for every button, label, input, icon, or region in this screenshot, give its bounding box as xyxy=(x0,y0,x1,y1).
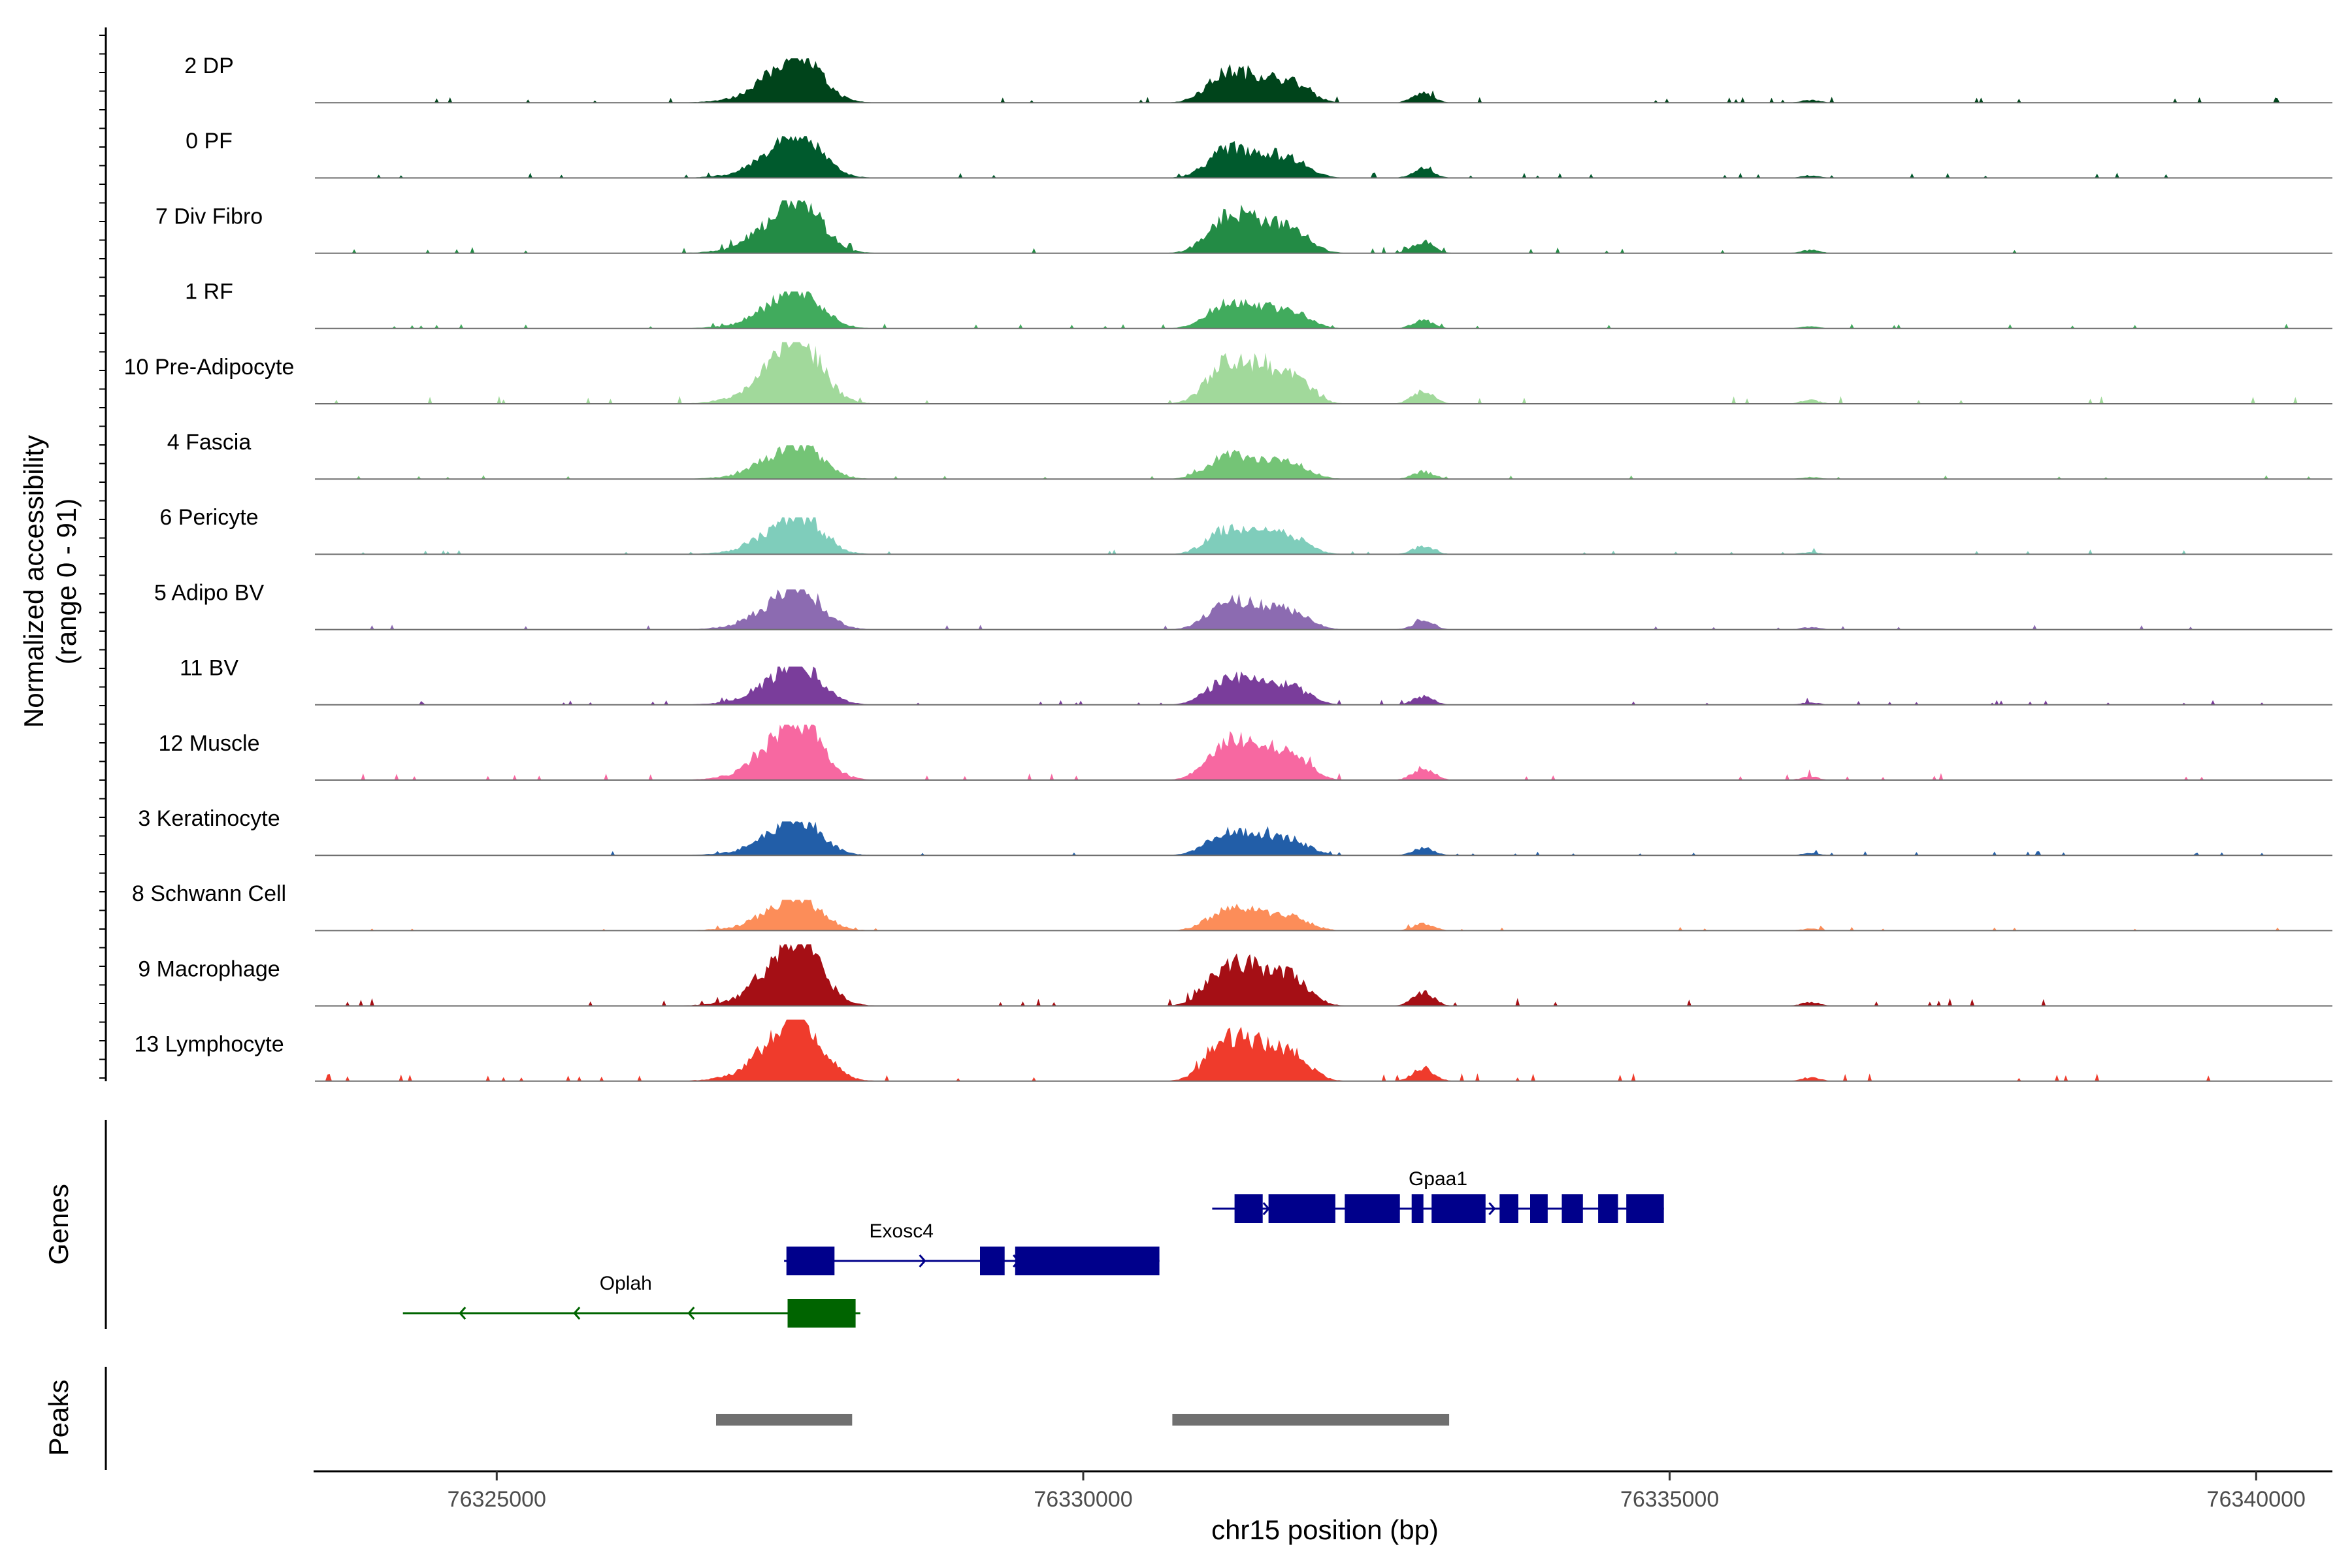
gene-label: Exosc4 xyxy=(870,1220,934,1242)
strand-arrow-icon xyxy=(919,1254,926,1267)
y-axis-title-line2: (range 0 - 91) xyxy=(51,498,82,664)
coverage-area xyxy=(321,725,2327,780)
track-13: 9 Macrophage xyxy=(138,944,2332,1007)
track-label: 1 RF xyxy=(185,280,233,304)
coverage-area xyxy=(321,200,2327,253)
gene-exon xyxy=(1345,1194,1400,1223)
track-label: 12 Muscle xyxy=(159,731,260,756)
strand-arrow-icon xyxy=(687,1307,695,1320)
track-4: 1 RF xyxy=(185,280,2332,329)
gene-exon xyxy=(1598,1194,1618,1223)
coverage-area xyxy=(321,342,2327,404)
gene-exosc4: Exosc4 xyxy=(784,1220,1160,1275)
y-axis-title-line1: Normalized accessibility xyxy=(18,435,49,728)
strand-arrow-icon xyxy=(573,1307,581,1320)
track-label: 3 Keratinocyte xyxy=(138,806,280,831)
gene-exon xyxy=(1431,1194,1486,1223)
track-2: 0 PF xyxy=(186,129,2332,179)
coverage-area xyxy=(321,445,2327,480)
coverage-area xyxy=(321,900,2327,931)
peak-regions xyxy=(716,1414,1450,1426)
track-label: 13 Lymphocyte xyxy=(134,1032,284,1057)
track-label: 9 Macrophage xyxy=(138,956,280,981)
track-14: 13 Lymphocyte xyxy=(134,1019,2332,1082)
track-label: 8 Schwann Cell xyxy=(132,881,286,906)
track-10: 12 Muscle xyxy=(159,725,2332,781)
gene-exon xyxy=(1561,1194,1583,1223)
track-9: 11 BV xyxy=(180,656,2332,706)
strand-arrow-icon xyxy=(1488,1202,1496,1215)
strand-arrow-icon xyxy=(459,1307,466,1320)
coverage-area xyxy=(321,1019,2327,1081)
gene-exon xyxy=(786,1247,835,1275)
x-axis-title: chr15 position (bp) xyxy=(1211,1514,1439,1545)
x-tick-label: 76335000 xyxy=(1620,1487,1719,1512)
genes-panel-label: Genes xyxy=(43,1184,74,1265)
gene-label: Oplah xyxy=(600,1273,652,1294)
coverage-area xyxy=(321,136,2327,178)
coverage-area xyxy=(321,944,2327,1006)
gene-exon xyxy=(1626,1194,1664,1223)
x-tick-label: 76340000 xyxy=(2207,1487,2306,1512)
track-6: 4 Fascia xyxy=(167,430,2332,480)
track-12: 8 Schwann Cell xyxy=(132,881,2332,932)
track-7: 6 Pericyte xyxy=(159,505,2332,555)
gene-exon xyxy=(1268,1194,1335,1223)
gene-gpaa1: Gpaa1 xyxy=(1212,1168,1664,1223)
peak-bar xyxy=(716,1414,853,1426)
track-label: 2 DP xyxy=(184,54,234,78)
track-8: 5 Adipo BV xyxy=(154,580,2332,630)
coverage-area xyxy=(321,666,2327,705)
track-11: 3 Keratinocyte xyxy=(138,806,2332,857)
x-tick-label: 76325000 xyxy=(448,1487,546,1512)
position-x-axis: 76325000 76330000 76335000 76340000 xyxy=(448,1471,2306,1512)
x-tick-label: 76330000 xyxy=(1034,1487,1132,1512)
gene-exon xyxy=(1530,1194,1548,1223)
gene-exon xyxy=(1411,1194,1424,1223)
gene-annotations: Oplah Exosc4 Gpaa1 xyxy=(402,1168,1664,1328)
track-label: 11 BV xyxy=(180,656,238,681)
gene-label: Gpaa1 xyxy=(1409,1168,1467,1190)
gene-oplah: Oplah xyxy=(402,1273,860,1328)
peak-bar xyxy=(1172,1414,1450,1426)
track-label: 0 PF xyxy=(186,129,233,154)
coverage-area xyxy=(321,589,2327,630)
accessibility-y-axis xyxy=(99,27,107,1081)
track-label: 7 Div Fibro xyxy=(155,204,263,229)
gene-exon xyxy=(980,1247,1005,1275)
gene-exon xyxy=(787,1299,856,1328)
coverage-area xyxy=(321,291,2327,329)
track-label: 6 Pericyte xyxy=(159,505,258,530)
gene-exon xyxy=(1499,1194,1518,1223)
peaks-panel-label: Peaks xyxy=(43,1380,74,1456)
track-label: 10 Pre-Adipocyte xyxy=(124,355,295,380)
track-label: 5 Adipo BV xyxy=(154,580,265,605)
coverage-area xyxy=(321,517,2327,555)
gene-exon xyxy=(1234,1194,1263,1223)
track-label: 4 Fascia xyxy=(167,430,252,455)
track-1: 2 DP xyxy=(184,54,2332,104)
track-5: 10 Pre-Adipocyte xyxy=(124,342,2332,404)
coverage-tracks: 2 DP 0 PF 7 Div Fibro 1 RF 10 Pre-Adipocyte 4… xyxy=(124,54,2332,1082)
track-3: 7 Div Fibro xyxy=(155,200,2332,254)
coverage-area xyxy=(321,58,2327,103)
gene-exon xyxy=(1015,1247,1160,1275)
coverage-area xyxy=(321,821,2327,856)
